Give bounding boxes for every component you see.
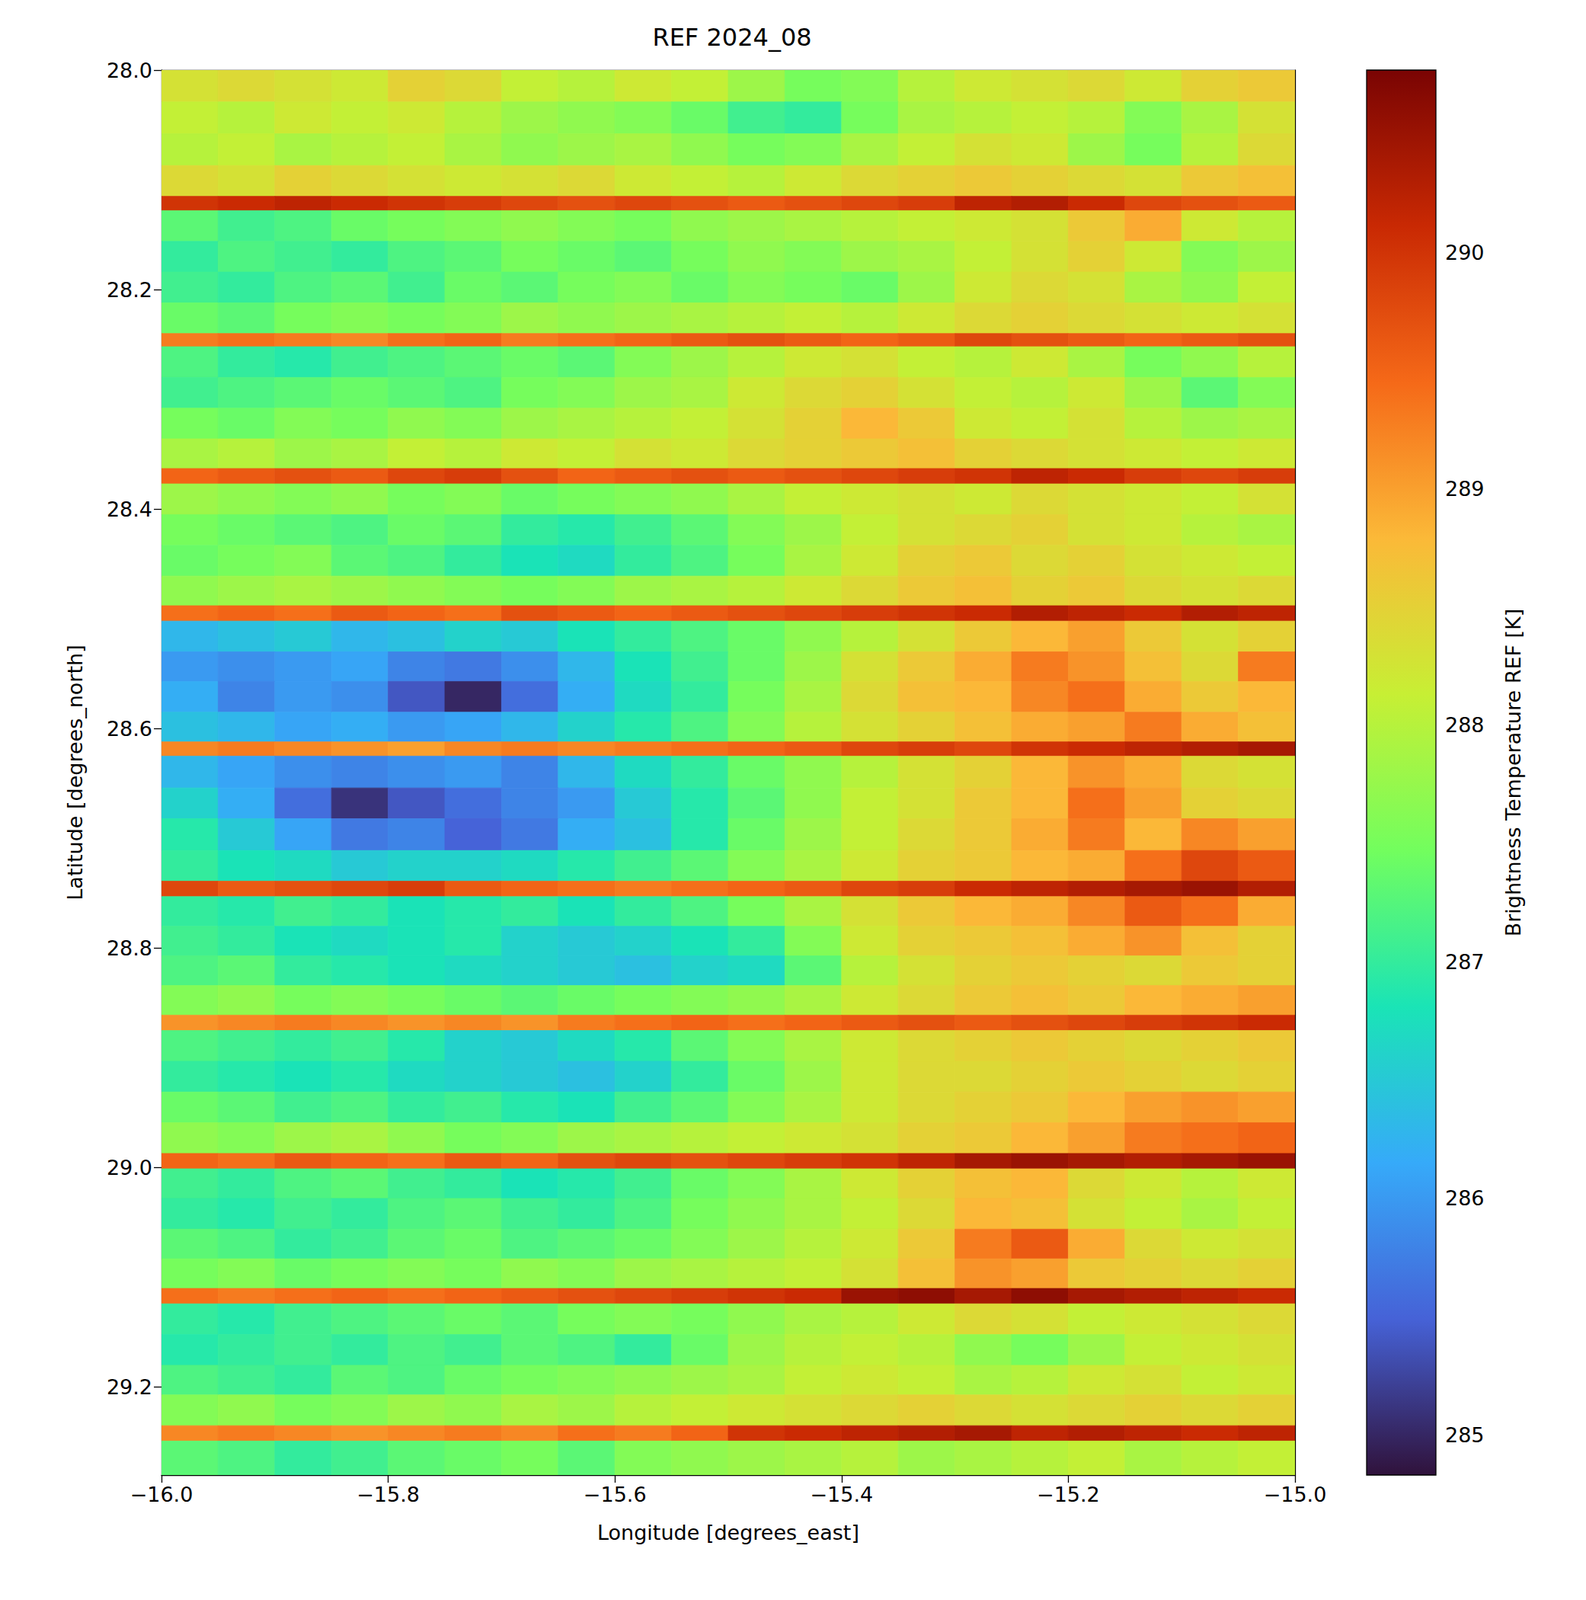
svg-text:−15.0: −15.0 [1263, 1482, 1327, 1507]
svg-text:290: 290 [1445, 240, 1485, 265]
svg-text:Brightness Temperature REF [K]: Brightness Temperature REF [K] [1501, 608, 1526, 937]
svg-text:Longitude [degrees_east]: Longitude [degrees_east] [597, 1520, 860, 1545]
svg-text:289: 289 [1445, 476, 1485, 501]
svg-text:28.0: 28.0 [106, 58, 153, 83]
svg-text:28.8: 28.8 [106, 936, 153, 960]
svg-text:−15.2: −15.2 [1036, 1482, 1100, 1507]
svg-text:−15.6: −15.6 [583, 1482, 647, 1507]
svg-text:−15.4: −15.4 [809, 1482, 873, 1507]
svg-text:28.4: 28.4 [106, 497, 153, 522]
svg-text:28.6: 28.6 [106, 716, 153, 741]
svg-text:287: 287 [1445, 949, 1485, 974]
svg-text:−15.8: −15.8 [356, 1482, 420, 1507]
svg-text:Latitude [degrees_north]: Latitude [degrees_north] [63, 644, 87, 900]
svg-text:28.2: 28.2 [106, 278, 153, 302]
svg-text:−16.0: −16.0 [130, 1482, 194, 1507]
svg-text:285: 285 [1445, 1422, 1485, 1447]
svg-text:REF 2024_08: REF 2024_08 [652, 22, 812, 52]
svg-text:286: 286 [1445, 1186, 1485, 1210]
svg-text:29.2: 29.2 [106, 1374, 153, 1399]
svg-text:288: 288 [1445, 713, 1485, 737]
svg-text:29.0: 29.0 [106, 1155, 153, 1180]
